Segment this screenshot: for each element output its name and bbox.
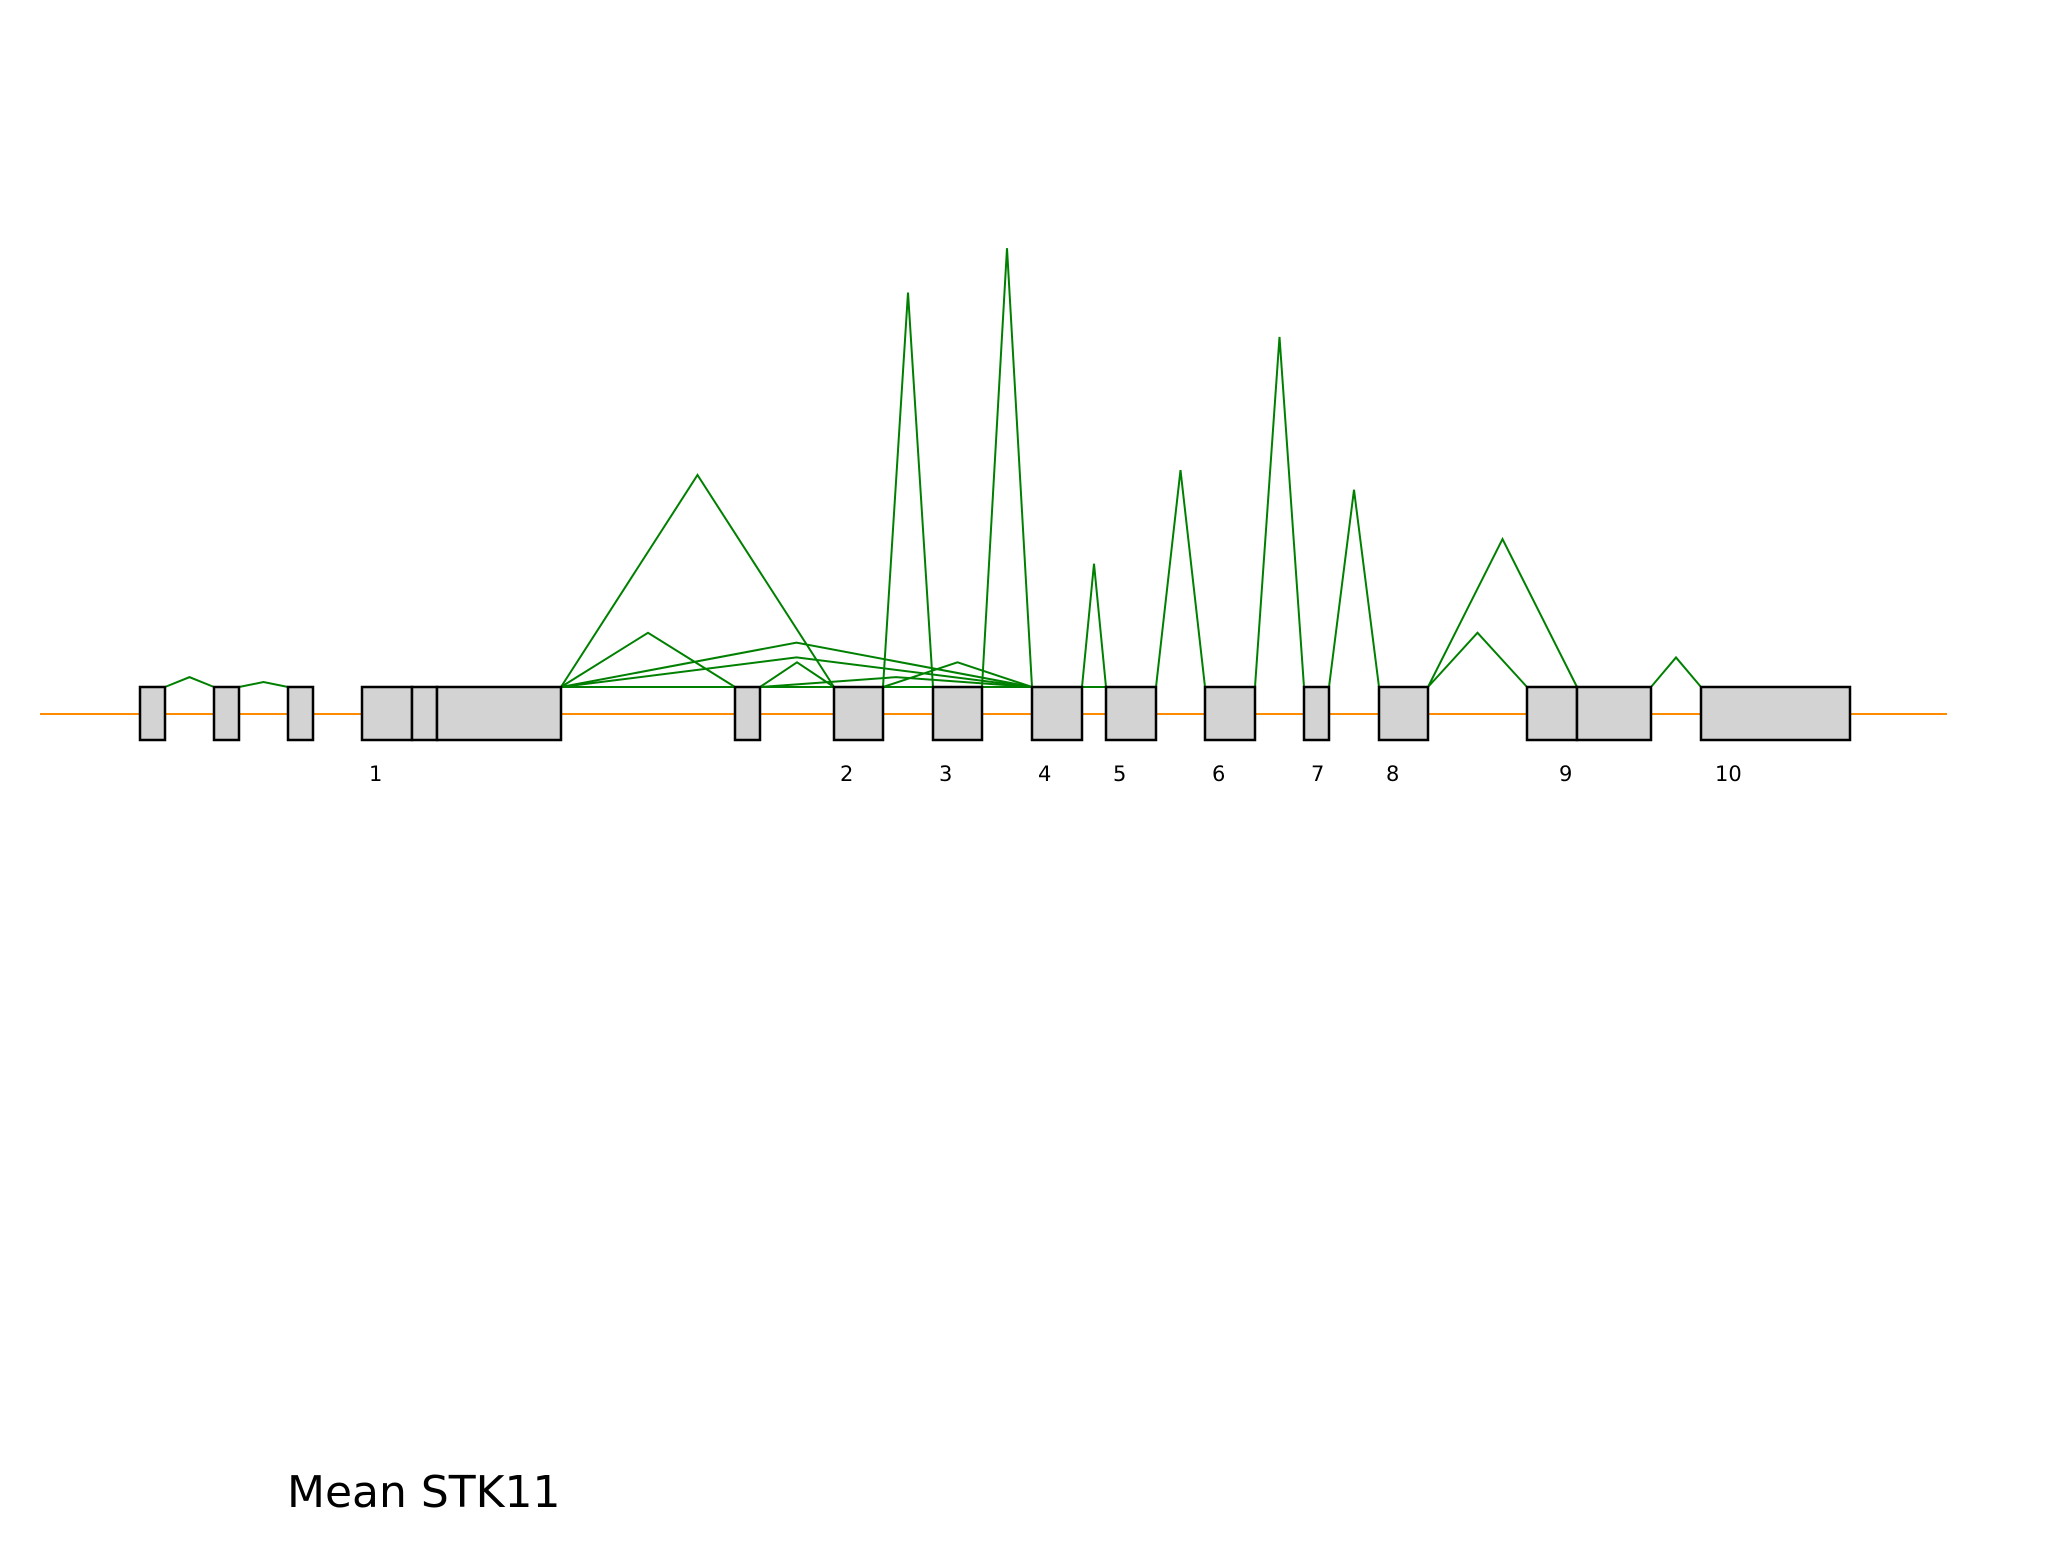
- junction-arc: [1155, 469, 1206, 688]
- exon-label: 1: [369, 762, 382, 786]
- exon-label: 5: [1113, 762, 1126, 786]
- exon-block: [1203, 685, 1257, 742]
- exon-label: 3: [939, 762, 952, 786]
- junction-arc: [560, 656, 1033, 688]
- junction-arc: [1650, 655, 1702, 688]
- exon-block: [360, 685, 414, 742]
- exon-block: [1575, 685, 1653, 742]
- exon-block: [931, 685, 984, 742]
- exon-label: 9: [1559, 762, 1572, 786]
- junction-arc: [560, 641, 1033, 688]
- exon-label: 10: [1715, 762, 1742, 786]
- exon-block: [410, 685, 439, 742]
- junction-arc: [1427, 536, 1578, 688]
- junction-arcs: [164, 248, 1702, 688]
- exon-block: [138, 685, 167, 742]
- exon-block: [1302, 685, 1331, 742]
- junction-arc: [1254, 336, 1305, 688]
- exon-label: 8: [1386, 762, 1399, 786]
- exon-block: [435, 685, 563, 742]
- junction-arc: [164, 676, 215, 688]
- exon-block: [1699, 685, 1852, 742]
- junction-arc: [560, 473, 835, 688]
- exon-blocks: [138, 685, 1852, 742]
- junction-arc: [759, 661, 835, 688]
- exon-label: 6: [1212, 762, 1225, 786]
- exon-block: [1525, 685, 1579, 742]
- plot-title: Mean STK11: [287, 1467, 561, 1518]
- junction-arc: [882, 292, 934, 688]
- exon-block: [286, 685, 315, 742]
- exon-block: [1104, 685, 1158, 742]
- exon-label: 4: [1038, 762, 1051, 786]
- exon-block: [1377, 685, 1430, 742]
- junction-arc: [1081, 563, 1107, 688]
- junction-arc: [1328, 489, 1380, 688]
- exon-label: 2: [840, 762, 853, 786]
- exon-block: [212, 685, 241, 742]
- junction-arc: [981, 248, 1033, 688]
- junction-arc: [1427, 631, 1528, 688]
- exon-block: [733, 685, 762, 742]
- exon-block: [1030, 685, 1084, 742]
- exon-block: [832, 685, 885, 742]
- junction-arc: [759, 676, 1033, 688]
- exon-labels: 1 2 3 4 5 6 7 8 9 10: [369, 762, 1742, 786]
- junction-arc: [238, 681, 289, 688]
- exon-label: 7: [1311, 762, 1324, 786]
